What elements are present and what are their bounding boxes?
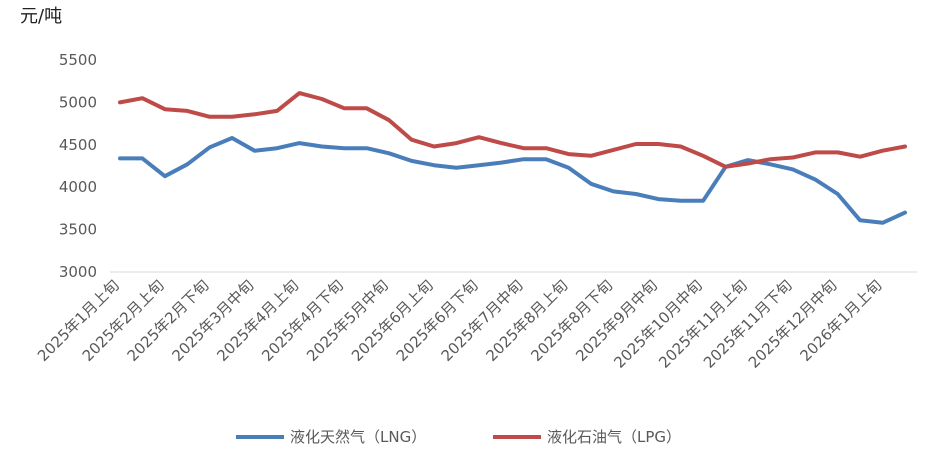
y-axis-label: 元/吨 bbox=[20, 6, 62, 27]
y-tick-label: 4500 bbox=[59, 136, 97, 154]
x-tick-label: 2026年1月上旬 bbox=[797, 276, 886, 365]
legend-label: 液化石油气（LPG） bbox=[547, 428, 681, 446]
legend-label: 液化天然气（LNG） bbox=[290, 428, 426, 446]
y-tick-label: 3000 bbox=[59, 263, 97, 281]
line-series bbox=[118, 91, 907, 169]
y-tick-label: 5500 bbox=[59, 51, 97, 69]
y-tick-label: 3500 bbox=[59, 221, 97, 239]
line-series bbox=[118, 136, 907, 225]
y-tick-label: 4000 bbox=[59, 178, 97, 196]
y-tick-label: 5000 bbox=[59, 93, 97, 111]
